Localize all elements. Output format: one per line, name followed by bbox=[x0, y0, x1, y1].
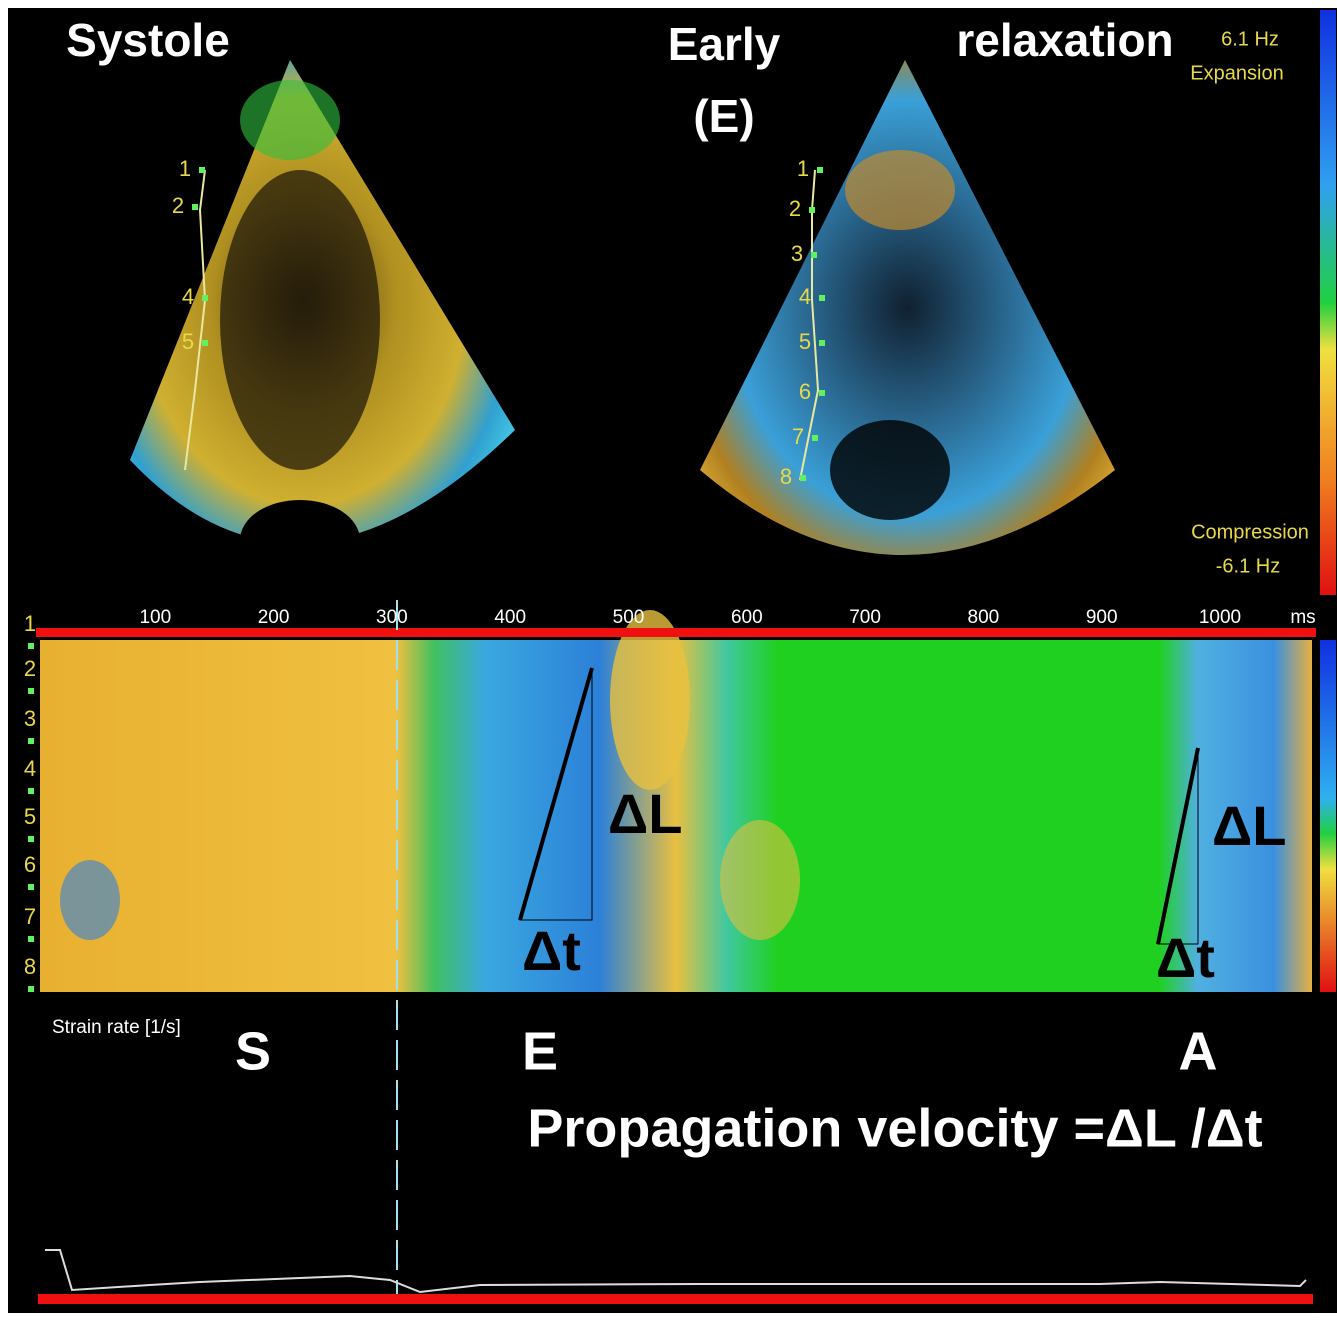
time-tick-label: 600 bbox=[731, 607, 763, 628]
segment-dot bbox=[28, 738, 34, 744]
marker-label: 2 bbox=[172, 193, 184, 218]
marker-label: 4 bbox=[182, 284, 194, 309]
echo-cavity bbox=[240, 500, 360, 580]
marker-label: 5 bbox=[799, 329, 811, 354]
marker-dot bbox=[199, 167, 205, 173]
time-tick-label: 700 bbox=[849, 607, 881, 628]
marker-label: 6 bbox=[799, 379, 811, 404]
segment-label: 8 bbox=[24, 954, 36, 979]
label: Early bbox=[668, 18, 781, 70]
time-tick-label: 500 bbox=[613, 607, 645, 628]
time-tick-label: 900 bbox=[1086, 607, 1118, 628]
red-line bbox=[38, 1294, 1313, 1304]
delta-label: ΔL bbox=[1212, 794, 1286, 857]
phase-label: S bbox=[235, 1021, 271, 1081]
marker-dot bbox=[817, 167, 823, 173]
marker-dot bbox=[819, 390, 825, 396]
scale-label: Compression bbox=[1191, 521, 1309, 543]
segment-dot bbox=[28, 643, 34, 649]
marker-label: 2 bbox=[789, 196, 801, 221]
marker-dot bbox=[812, 435, 818, 441]
scale-label: 6.1 Hz bbox=[1221, 28, 1279, 50]
time-tick-label: 400 bbox=[494, 607, 526, 628]
phase-label: A bbox=[1179, 1021, 1218, 1081]
delta-label: Δt bbox=[1156, 926, 1215, 989]
segment-dot bbox=[28, 836, 34, 842]
marker-dot bbox=[192, 204, 198, 210]
segment-dot bbox=[28, 986, 34, 992]
color-scale bbox=[1320, 640, 1336, 992]
time-tick-label: 200 bbox=[258, 607, 290, 628]
marker-dot bbox=[819, 295, 825, 301]
marker-label: 5 bbox=[182, 329, 194, 354]
marker-dot bbox=[202, 295, 208, 301]
scale-label: Expansion bbox=[1190, 62, 1283, 84]
echo-cavity bbox=[220, 170, 380, 470]
echo-blob bbox=[240, 80, 340, 160]
segment-label: 4 bbox=[24, 756, 36, 781]
label: relaxation bbox=[956, 14, 1173, 66]
time-tick-label: 800 bbox=[968, 607, 1000, 628]
segment-label: 6 bbox=[24, 852, 36, 877]
segment-label: 5 bbox=[24, 804, 36, 829]
m-mode-blob bbox=[720, 820, 800, 940]
delta-label: ΔL bbox=[608, 782, 682, 845]
segment-label: 2 bbox=[24, 656, 36, 681]
time-tick-label: 1000 bbox=[1199, 607, 1241, 628]
m-mode-blob bbox=[60, 860, 120, 940]
time-unit: ms bbox=[1290, 607, 1315, 628]
segment-label: 7 bbox=[24, 904, 36, 929]
marker-label: 4 bbox=[799, 284, 811, 309]
marker-label: 1 bbox=[179, 156, 191, 181]
label: (E) bbox=[693, 90, 754, 142]
echo-cavity bbox=[830, 420, 950, 520]
formula: Propagation velocity =ΔL /Δt bbox=[527, 1098, 1262, 1158]
marker-label: 8 bbox=[780, 464, 792, 489]
segment-dot bbox=[28, 788, 34, 794]
marker-dot bbox=[809, 207, 815, 213]
marker-dot bbox=[819, 340, 825, 346]
marker-label: 3 bbox=[791, 241, 803, 266]
marker-dot bbox=[800, 475, 806, 481]
marker-label: 1 bbox=[797, 156, 809, 181]
segment-dot bbox=[28, 688, 34, 694]
marker-label: 7 bbox=[792, 424, 804, 449]
time-tick-label: 300 bbox=[376, 607, 408, 628]
segment-dot bbox=[28, 884, 34, 890]
red-line bbox=[36, 628, 1316, 637]
marker-dot bbox=[811, 252, 817, 258]
segment-dot bbox=[28, 936, 34, 942]
delta-label: Δt bbox=[522, 919, 581, 982]
echo-blob bbox=[845, 150, 955, 230]
trace-label: Strain rate [1/s] bbox=[52, 1017, 181, 1038]
phase-label: E bbox=[522, 1021, 558, 1081]
label: Systole bbox=[66, 14, 230, 66]
marker-dot bbox=[202, 340, 208, 346]
segment-label: 1 bbox=[24, 611, 36, 636]
time-tick-label: 100 bbox=[139, 607, 171, 628]
color-scale bbox=[1320, 10, 1336, 595]
screen: Systole Early (E) relaxation 6.1 Hz Expa… bbox=[0, 0, 1337, 1321]
segment-label: 3 bbox=[24, 706, 36, 731]
scale-label: -6.1 Hz bbox=[1216, 555, 1280, 577]
